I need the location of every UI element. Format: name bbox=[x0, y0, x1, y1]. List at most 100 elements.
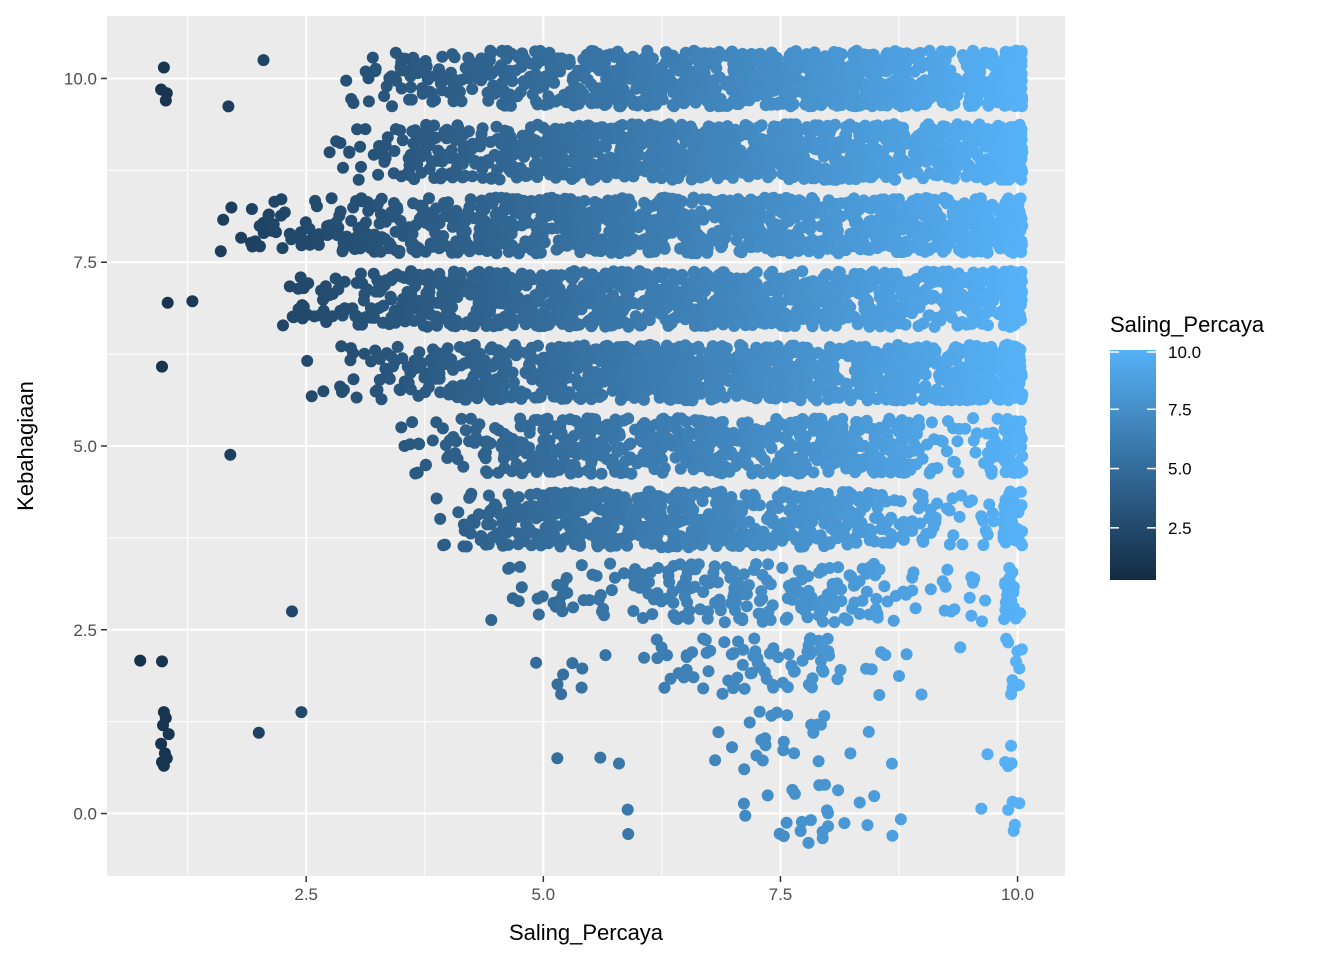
data-point bbox=[832, 46, 845, 59]
data-point bbox=[857, 48, 870, 61]
data-point bbox=[440, 240, 453, 252]
data-point bbox=[447, 95, 460, 108]
data-point bbox=[859, 62, 872, 75]
data-point bbox=[549, 164, 561, 177]
data-point bbox=[606, 156, 619, 169]
data-point bbox=[921, 242, 934, 255]
data-point bbox=[999, 50, 1012, 63]
data-point bbox=[957, 199, 969, 212]
data-point bbox=[779, 118, 792, 131]
data-point bbox=[587, 45, 600, 58]
data-point bbox=[735, 246, 748, 259]
data-point bbox=[395, 82, 408, 95]
data-point bbox=[930, 128, 943, 141]
data-point bbox=[892, 193, 905, 206]
data-point bbox=[456, 157, 469, 170]
data-point bbox=[467, 242, 480, 255]
data-point bbox=[748, 221, 761, 234]
data-point bbox=[394, 61, 407, 74]
data-point bbox=[893, 48, 906, 60]
data-point bbox=[446, 48, 459, 61]
data-point bbox=[524, 57, 537, 70]
data-point bbox=[888, 118, 900, 131]
data-point bbox=[585, 97, 598, 110]
data-point bbox=[884, 308, 897, 321]
data-point bbox=[646, 146, 659, 159]
data-point bbox=[849, 173, 862, 186]
data-point bbox=[767, 50, 780, 63]
data-point bbox=[664, 221, 677, 234]
data-point bbox=[872, 157, 885, 170]
data-point bbox=[549, 269, 562, 282]
data-point bbox=[779, 146, 792, 158]
data-point bbox=[674, 143, 687, 156]
data-point bbox=[523, 138, 535, 151]
data-point bbox=[217, 213, 230, 226]
data-point bbox=[751, 121, 764, 134]
data-point bbox=[982, 96, 995, 109]
data-point bbox=[896, 208, 909, 221]
data-point bbox=[648, 162, 661, 175]
data-point bbox=[841, 286, 854, 299]
data-point bbox=[395, 170, 408, 183]
data-point bbox=[970, 171, 983, 184]
data-point bbox=[465, 319, 478, 332]
data-point bbox=[900, 137, 913, 150]
data-point bbox=[654, 63, 667, 76]
data-point bbox=[936, 94, 949, 106]
data-point bbox=[859, 155, 872, 168]
data-point bbox=[486, 197, 499, 210]
data-point bbox=[859, 97, 872, 110]
data-point bbox=[798, 277, 811, 290]
data-point bbox=[677, 124, 689, 137]
data-point bbox=[896, 98, 909, 111]
data-point bbox=[907, 215, 920, 228]
data-point bbox=[917, 172, 930, 185]
data-point bbox=[262, 209, 275, 222]
data-point bbox=[894, 243, 907, 256]
data-point bbox=[464, 193, 477, 206]
data-point bbox=[731, 201, 744, 214]
data-point bbox=[270, 226, 282, 239]
data-point bbox=[692, 309, 705, 322]
data-point bbox=[492, 63, 505, 76]
data-point bbox=[420, 60, 433, 73]
data-point bbox=[938, 191, 951, 204]
data-point bbox=[436, 50, 449, 63]
data-point bbox=[362, 204, 375, 217]
data-point bbox=[386, 100, 398, 113]
data-point bbox=[321, 229, 334, 241]
data-point bbox=[923, 277, 936, 290]
data-point bbox=[850, 269, 863, 282]
data-point bbox=[925, 292, 938, 305]
data-point bbox=[870, 56, 883, 69]
data-point bbox=[901, 88, 914, 101]
data-point bbox=[632, 271, 645, 284]
data-point bbox=[967, 218, 980, 231]
data-point bbox=[500, 196, 513, 209]
data-point bbox=[619, 154, 632, 167]
data-point bbox=[820, 92, 832, 105]
data-point bbox=[438, 197, 450, 209]
data-point bbox=[529, 45, 542, 58]
data-point bbox=[633, 60, 646, 73]
data-point bbox=[966, 231, 979, 244]
data-point bbox=[978, 308, 990, 321]
data-point bbox=[464, 287, 477, 300]
data-point bbox=[476, 160, 489, 173]
data-point bbox=[947, 172, 960, 185]
data-point bbox=[519, 202, 532, 215]
data-point bbox=[340, 74, 353, 87]
data-point bbox=[586, 239, 599, 252]
data-point bbox=[430, 315, 443, 328]
data-point bbox=[682, 280, 695, 293]
data-point bbox=[487, 79, 500, 92]
data-point bbox=[416, 87, 429, 100]
data-point bbox=[811, 294, 824, 307]
data-point bbox=[786, 50, 799, 63]
data-point bbox=[783, 247, 796, 259]
data-point bbox=[972, 74, 985, 87]
data-point bbox=[601, 280, 614, 293]
data-point bbox=[572, 119, 585, 132]
data-point bbox=[396, 134, 409, 147]
